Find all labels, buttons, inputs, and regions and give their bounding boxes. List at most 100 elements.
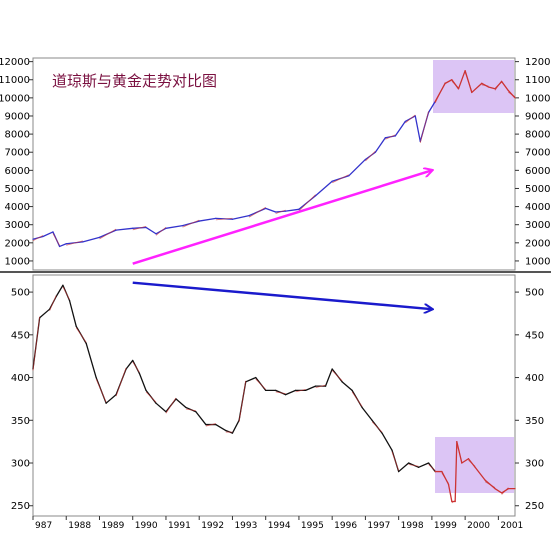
y-tick-label-left: 500 bbox=[11, 288, 30, 299]
gold-panel: 250 300 350 400 450 500 250 300 350 400 450 500 98… bbox=[11, 274, 544, 531]
series-segment-accent bbox=[75, 327, 87, 343]
gold-trend-arrow bbox=[132, 281, 432, 309]
series-segment-accent bbox=[351, 391, 363, 407]
series-segment-accent bbox=[66, 240, 83, 246]
x-tick-label: 1996 bbox=[334, 521, 357, 531]
y-tick-label-right: 11000 bbox=[525, 75, 551, 86]
year-axis: 987 1988 1989 1990 1991 1992 1993 1994 1995 1996 1… bbox=[32, 516, 523, 531]
series-segment-accent bbox=[205, 423, 216, 427]
y-tick-label-left: 400 bbox=[11, 373, 30, 384]
series-segment bbox=[265, 207, 277, 213]
y-tick-label-left: 4000 bbox=[5, 202, 30, 213]
y-tick-label-left: 6000 bbox=[5, 166, 30, 177]
series-segment-accent bbox=[331, 370, 343, 382]
series-segment-accent bbox=[481, 84, 489, 87]
series-segment-accent bbox=[215, 217, 233, 221]
series-segment-accent bbox=[408, 464, 419, 467]
y-tick-label-right: 250 bbox=[525, 501, 544, 512]
series-segment-accent bbox=[49, 295, 57, 311]
series-segment bbox=[487, 86, 496, 90]
gold-highlight-box bbox=[435, 437, 514, 493]
x-tick-label: 1999 bbox=[434, 521, 457, 531]
series-segment-accent bbox=[451, 80, 459, 89]
y-tick-label-right: 6000 bbox=[525, 166, 550, 177]
series-segment-accent bbox=[441, 472, 449, 484]
x-tick-label: 1992 bbox=[201, 521, 224, 531]
series-segment bbox=[155, 402, 167, 413]
series-segment-accent bbox=[405, 114, 416, 124]
x-tick-label: 987 bbox=[35, 521, 52, 531]
y-tick-label-left: 7000 bbox=[5, 148, 30, 159]
series-segment-accent bbox=[468, 459, 476, 467]
series-segment-accent bbox=[99, 228, 117, 240]
y-tick-label-right: 500 bbox=[525, 288, 544, 299]
series-segment-accent bbox=[62, 286, 70, 300]
series-segment bbox=[457, 70, 466, 90]
series-segment bbox=[398, 462, 410, 473]
y-tick-label-left: 250 bbox=[11, 501, 30, 512]
y-tick-label-left: 8000 bbox=[5, 130, 30, 141]
y-tick-label-left: 350 bbox=[11, 416, 30, 427]
gold-series bbox=[32, 284, 516, 504]
x-tick-label: 1998 bbox=[401, 521, 424, 531]
y-tick-label-left: 2000 bbox=[5, 238, 30, 249]
series-segment bbox=[125, 359, 134, 370]
y-tick-label-right: 400 bbox=[525, 373, 544, 384]
series-segment-accent bbox=[95, 378, 107, 403]
series-segment bbox=[454, 440, 458, 503]
series-segment bbox=[374, 137, 387, 153]
series-segment-accent bbox=[275, 209, 286, 214]
y-tick-label-right: 10000 bbox=[525, 93, 551, 104]
series-segment-accent bbox=[451, 500, 456, 504]
y-tick-label-left: 3000 bbox=[5, 220, 30, 231]
series-segment-accent bbox=[419, 111, 429, 143]
x-tick-label: 1988 bbox=[68, 521, 91, 531]
y-tick-label-right: 5000 bbox=[525, 184, 550, 195]
series-segment bbox=[245, 376, 257, 383]
chart-title: 道琼斯与黄金走势对比图 bbox=[52, 72, 217, 90]
series-segment bbox=[138, 372, 147, 392]
y-tick-label-left: 12000 bbox=[0, 57, 30, 68]
x-tick-label: 2000 bbox=[467, 521, 490, 531]
dow-highlight-box bbox=[433, 60, 514, 113]
series-segment bbox=[198, 217, 217, 222]
series-segment bbox=[215, 423, 227, 432]
y-tick-label-right: 3000 bbox=[525, 220, 550, 231]
y-tick-label-left: 11000 bbox=[0, 75, 30, 86]
x-tick-label: 1995 bbox=[301, 521, 324, 531]
series-segment-accent bbox=[155, 227, 167, 236]
gold-left-axis: 250 300 350 400 450 500 bbox=[11, 288, 33, 512]
series-segment bbox=[324, 368, 333, 387]
y-tick-label-right: 1000 bbox=[525, 256, 550, 267]
series-segment-accent bbox=[115, 367, 127, 397]
x-tick-label: 1989 bbox=[101, 521, 124, 531]
series-segment bbox=[474, 466, 486, 481]
series-segment-accent bbox=[332, 174, 349, 184]
x-tick-label: 1990 bbox=[135, 521, 158, 531]
series-segment-accent bbox=[501, 487, 509, 495]
series-segment bbox=[105, 393, 117, 404]
series-segment bbox=[361, 406, 373, 421]
series-segment-accent bbox=[371, 421, 383, 433]
y-tick-label-left: 9000 bbox=[5, 111, 30, 122]
series-segment bbox=[417, 462, 430, 468]
x-tick-label: 1997 bbox=[367, 521, 390, 531]
series-segment-accent bbox=[132, 226, 147, 231]
series-segment-accent bbox=[456, 443, 463, 463]
series-segment-accent bbox=[494, 80, 503, 91]
x-tick-label: 2001 bbox=[500, 521, 523, 531]
series-segment bbox=[394, 120, 406, 137]
y-tick-label-right: 450 bbox=[525, 330, 544, 341]
series-segment-accent bbox=[484, 481, 496, 488]
series-segment bbox=[341, 381, 353, 392]
series-segment bbox=[231, 214, 250, 220]
dow-jones-panel: 道琼斯与黄金走势对比图 1000 2000 3000 4000 5000 6000 7000… bbox=[0, 57, 551, 271]
series-segment bbox=[501, 80, 510, 92]
dow-series bbox=[32, 70, 516, 248]
y-tick-label-right: 8000 bbox=[525, 130, 550, 141]
series-segment bbox=[175, 398, 187, 409]
series-segment-accent bbox=[365, 150, 376, 162]
series-segment-accent bbox=[508, 91, 516, 98]
series-segment bbox=[447, 483, 453, 503]
series-segment bbox=[314, 180, 333, 197]
